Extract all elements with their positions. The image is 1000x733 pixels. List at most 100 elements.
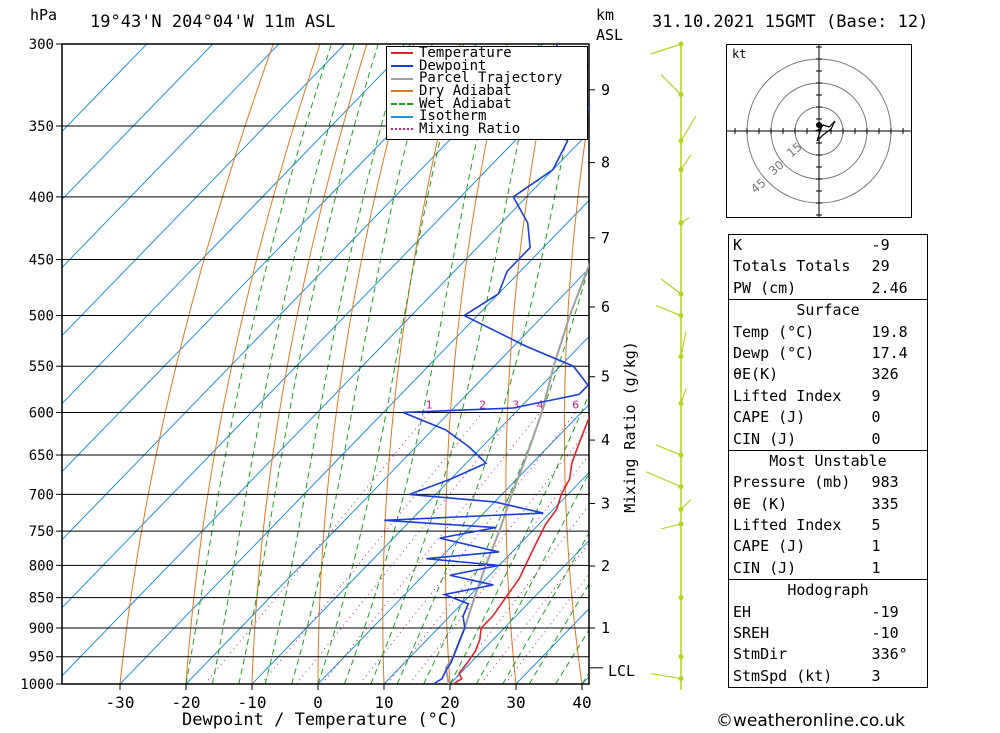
temp-tick-label: 10: [374, 693, 393, 712]
temp-tick-label: 20: [440, 693, 459, 712]
legend-label: Dewpoint: [419, 57, 487, 74]
most-unstable-section-title: Most Unstable: [769, 451, 887, 470]
index-value: 335: [871, 494, 899, 513]
pressure-tick-label: 900: [29, 621, 54, 637]
wind-barb: [650, 673, 682, 680]
km-tick-label: 2: [601, 557, 610, 575]
isotherm-line: [383, 471, 589, 684]
index-row: CAPE (J) 1: [729, 536, 927, 557]
index-value: -19: [871, 602, 899, 621]
temp-tick-label: -20: [172, 693, 201, 712]
km-tick-label: 5: [601, 368, 610, 386]
index-row: StmSpd (kt) 3: [729, 666, 927, 687]
index-row: CAPE (J) 0: [729, 407, 927, 428]
temp-tick-label: 30: [506, 693, 525, 712]
wet-adiabat-line: [396, 44, 587, 684]
mixing-ratio-label: 8: [598, 398, 605, 411]
km-tick-label: 9: [601, 81, 610, 99]
credit-link[interactable]: ©weatheronline.co.uk: [716, 711, 906, 731]
legend-item: Mixing Ratio: [387, 122, 587, 136]
wind-barb-dot: [678, 41, 684, 47]
mixing-ratio-label: 4: [537, 398, 544, 411]
pressure-tick-label: 600: [29, 405, 54, 421]
wet-adiabat-line: [238, 44, 379, 684]
legend-item: Dry Adiabat: [387, 84, 587, 98]
wind-barb: [660, 278, 682, 295]
pressure-tick-label: 700: [29, 487, 54, 503]
index-name: K: [733, 236, 743, 254]
index-name: Dewp (°C): [733, 343, 815, 362]
index-row: Lifted Index 5: [729, 515, 927, 536]
wet-adiabat-line: [185, 44, 332, 684]
wind-barb-dot: [678, 291, 684, 297]
wind-barb-dot: [678, 220, 684, 226]
index-name: Pressure (mb): [733, 473, 851, 492]
index-row: SREH -10: [729, 623, 927, 644]
index-row: Temp (°C) 19.8: [729, 322, 927, 343]
x-axis-label: Dewpoint / Temperature (°C): [182, 710, 459, 730]
legend-item: Dewpoint: [387, 57, 587, 74]
km-tick-label: 8: [601, 154, 610, 172]
index-value: 983: [871, 473, 899, 492]
wind-barb-dot: [678, 654, 684, 660]
asl-label: ASL: [596, 26, 624, 44]
wind-barb: [680, 331, 687, 357]
mixing-ratio-label: 1: [426, 398, 433, 411]
index-name: EH: [733, 602, 752, 621]
index-name: CIN (J): [733, 429, 797, 448]
wind-barb-dot: [678, 676, 684, 682]
km-tick-label: 3: [601, 494, 610, 512]
temp-tick-label: -30: [106, 693, 135, 712]
isotherm-line: [251, 335, 589, 684]
wind-barb-dot: [678, 138, 684, 144]
index-value: 3: [871, 666, 881, 685]
isotherm-line: [62, 44, 412, 405]
hodograph-trace: [814, 120, 836, 142]
index-value: 19.8: [871, 322, 908, 341]
index-row: Totals Totals 29: [729, 256, 927, 277]
pressure-tick-label: 450: [29, 253, 54, 269]
index-row: θE(K) 326: [729, 364, 927, 385]
surface-section-title: Surface: [796, 301, 860, 320]
wind-barb-dot: [678, 452, 684, 458]
dry-adiabat-line: [382, 44, 461, 684]
legend-label: Parcel Trajectory: [419, 70, 563, 87]
index-row: PW (cm) 2.46: [729, 278, 927, 299]
index-value: 2.46: [871, 278, 908, 297]
wind-barb: [645, 471, 682, 488]
legend-swatch: [391, 65, 413, 68]
pressure-tick-label: 500: [29, 309, 54, 325]
index-value: 0: [871, 429, 881, 448]
index-row: θE (K) 335: [729, 494, 927, 515]
mixing-ratio-label: 3: [512, 398, 519, 411]
wind-barb-dot: [678, 313, 684, 319]
wet-adiabat-line: [370, 44, 540, 684]
pressure-tick-label: 1000: [20, 677, 54, 693]
pressure-tick-label: 750: [29, 524, 54, 540]
pressure-tick-label: 950: [29, 650, 54, 666]
wind-barb-dot: [678, 401, 684, 407]
dry-adiabat-line: [185, 44, 321, 684]
wet-adiabat-line: [211, 44, 355, 684]
isotherm-line: [119, 199, 589, 684]
pressure-tick-label: 850: [29, 591, 54, 607]
wind-barb: [650, 43, 682, 55]
isotherm-line: [317, 403, 589, 684]
index-row: StmDir 336°: [729, 644, 927, 665]
legend-swatch: [391, 115, 413, 118]
index-value: -9: [871, 236, 890, 254]
storm-motion-marker: [816, 122, 822, 128]
index-row: CIN (J) 0: [729, 429, 927, 450]
mixing-ratio-label: 6: [572, 398, 579, 411]
mixing-ratio-axis-label: Mixing Ratio (g/kg): [620, 341, 639, 513]
index-value: 0: [871, 408, 881, 427]
mixing-ratio-label: 20: [683, 398, 697, 411]
legend-label: Wet Adiabat: [419, 95, 512, 112]
index-name: Lifted Index: [733, 386, 842, 405]
pressure-tick-label: 400: [29, 190, 54, 206]
index-name: StmSpd (kt): [733, 666, 833, 685]
dry-adiabat-line: [251, 44, 368, 684]
mixing-ratio-line: [386, 427, 589, 684]
